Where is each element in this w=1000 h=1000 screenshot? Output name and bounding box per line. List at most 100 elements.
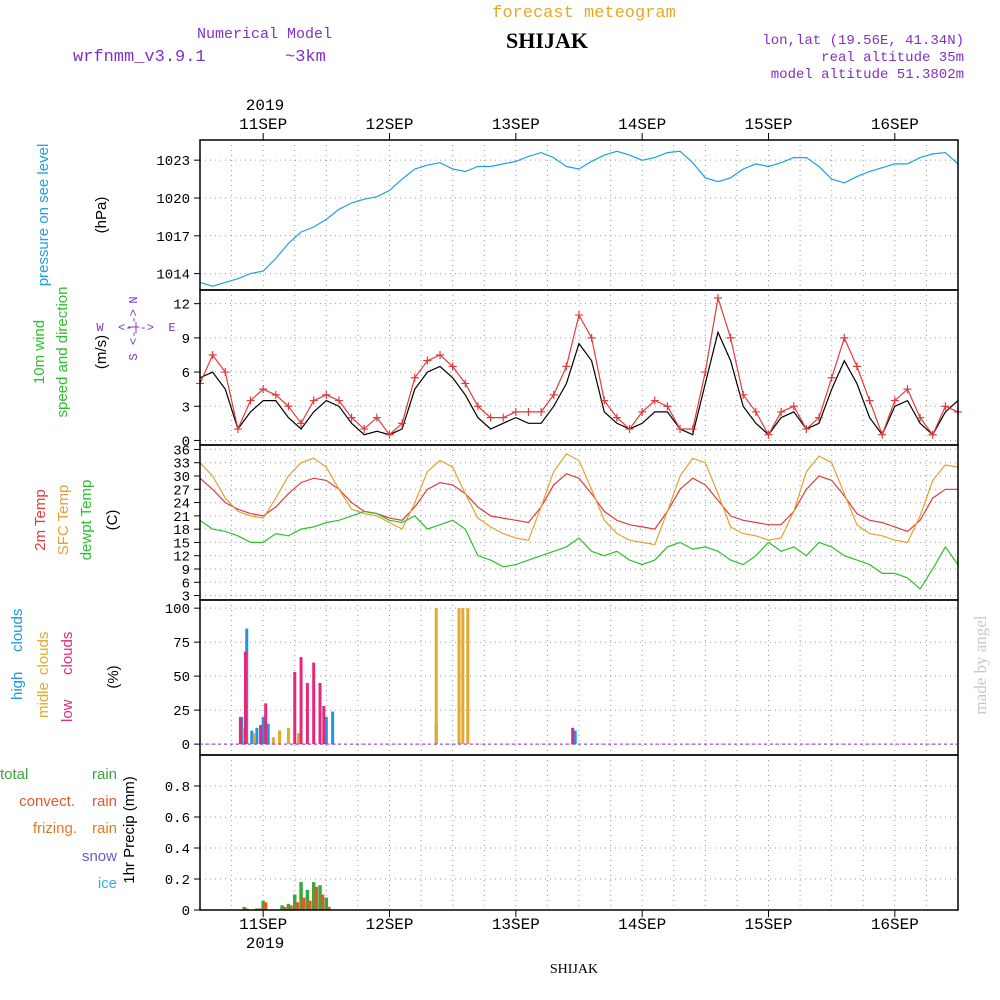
gust-marker [878,430,887,439]
frizing-rain-word: rain [92,820,117,837]
precip-ylabel: total rain convect. rain frizing. rain s… [0,766,138,892]
compass-rose: W N S E <-|-> <-|-> [96,296,175,360]
ytick-label: 0.4 [165,842,190,858]
ytick-label: 50 [173,670,190,686]
ytick-label: 9 [182,332,190,348]
precip-bar [280,905,284,910]
real-altitude: real altitude 35m [821,50,964,66]
gust-marker [663,402,672,411]
clouds-bar [331,711,335,745]
gust-marker [322,390,331,399]
precip-bar [255,908,259,910]
precip-bar [242,906,246,910]
precip-bar [318,885,322,910]
ytick-label: 18 [173,523,190,539]
clouds-bar [571,727,575,745]
ytick-label: 0 [182,738,190,754]
dewpt-label: dewpt Temp [78,480,95,561]
station-title: SHIJAK [506,28,588,53]
clouds-bar [286,727,290,745]
bottom-day-label: 16SEP [871,916,919,934]
gust-marker [309,396,318,405]
gust-marker [271,390,280,399]
clouds-bar [293,672,297,745]
precip-bar [293,894,297,910]
sfctemp-label: SFC Temp [55,485,72,556]
gust-marker [739,390,748,399]
ytick-label: 36 [173,443,190,459]
precip-bar [299,882,303,910]
gust-marker [751,407,760,416]
ytick-label: 0.8 [165,780,190,796]
precip-frame [199,754,959,911]
clouds-panel: 0 25 50 75 100 [165,599,959,756]
gust-marker [764,430,773,439]
temperature-series-1 [199,453,959,546]
ytick-label: 3 [182,590,190,606]
gust-marker [208,350,217,359]
gust-marker [511,407,520,416]
clouds-bar [305,682,309,745]
precip-bar [257,908,262,910]
total-rain-word: rain [92,766,117,783]
temp-unit: (C) [104,510,121,531]
precip-bar [244,908,249,910]
clouds-bar [252,733,256,745]
pressure-unit: (hPa) [93,197,110,234]
top-day-labels: 11SEP 12SEP 13SEP 14SEP 15SEP 16SEP [239,116,919,140]
top-day-label: 14SEP [618,116,666,134]
top-day-label: 11SEP [239,116,287,134]
ytick-label: 24 [173,497,190,513]
precip-bar [320,894,325,910]
precip-bar [295,902,300,910]
gust-marker [461,379,470,388]
clouds-unit: (%) [105,665,122,688]
wind-ylabel: 10m wind speed and direction (m/s) W N S… [31,287,176,418]
compass-n: N [127,296,141,303]
gust-marker [562,362,571,371]
gust-marker [713,293,722,302]
gust-marker [486,413,495,422]
clouds-bar [312,662,316,745]
compass-s: S [127,353,141,360]
gust-marker [524,407,533,416]
ytick-label: 0.2 [165,873,190,889]
pressure-panel: 1014 1017 1020 1023 [156,139,959,291]
ytick-label: 6 [182,366,190,382]
clouds-bar [466,608,470,745]
panels: 1014101710201023036912369121518212427303… [156,139,962,920]
precip-bar [282,906,287,910]
gust-marker [625,425,634,434]
mid-clouds-word: clouds [35,632,52,675]
precip-bar [286,903,291,910]
gust-marker [789,402,798,411]
ytick-label: 0.6 [165,811,190,827]
compass-w: W [96,321,104,335]
clouds-bar [461,608,465,745]
temp-ylabel: 2m Temp SFC Temp dewpt Temp (C) [32,480,121,561]
gust-marker [410,373,419,382]
top-day-label: 13SEP [492,116,540,134]
watermark: made by angel [971,615,990,714]
precip-bar [327,906,331,910]
precip-bar [324,897,329,910]
clouds-bar [278,730,282,745]
gust-marker [777,407,786,416]
low-label: low [59,699,76,722]
ytick-label: 1017 [156,230,190,246]
ytick-label: 25 [173,704,190,720]
bottom-day-label: 13SEP [492,916,540,934]
gust-marker [802,425,811,434]
precip-bar [311,882,316,910]
ytick-label: 3 [182,400,190,416]
compass-e: E [168,321,175,335]
temp2m-label: 2m Temp [32,489,49,550]
gust-marker [941,402,950,411]
ytick-label: 12 [173,550,190,566]
clouds-bar [255,727,259,745]
ytick-label: 6 [182,576,190,592]
gust-marker [865,396,874,405]
gust-marker [221,368,230,377]
